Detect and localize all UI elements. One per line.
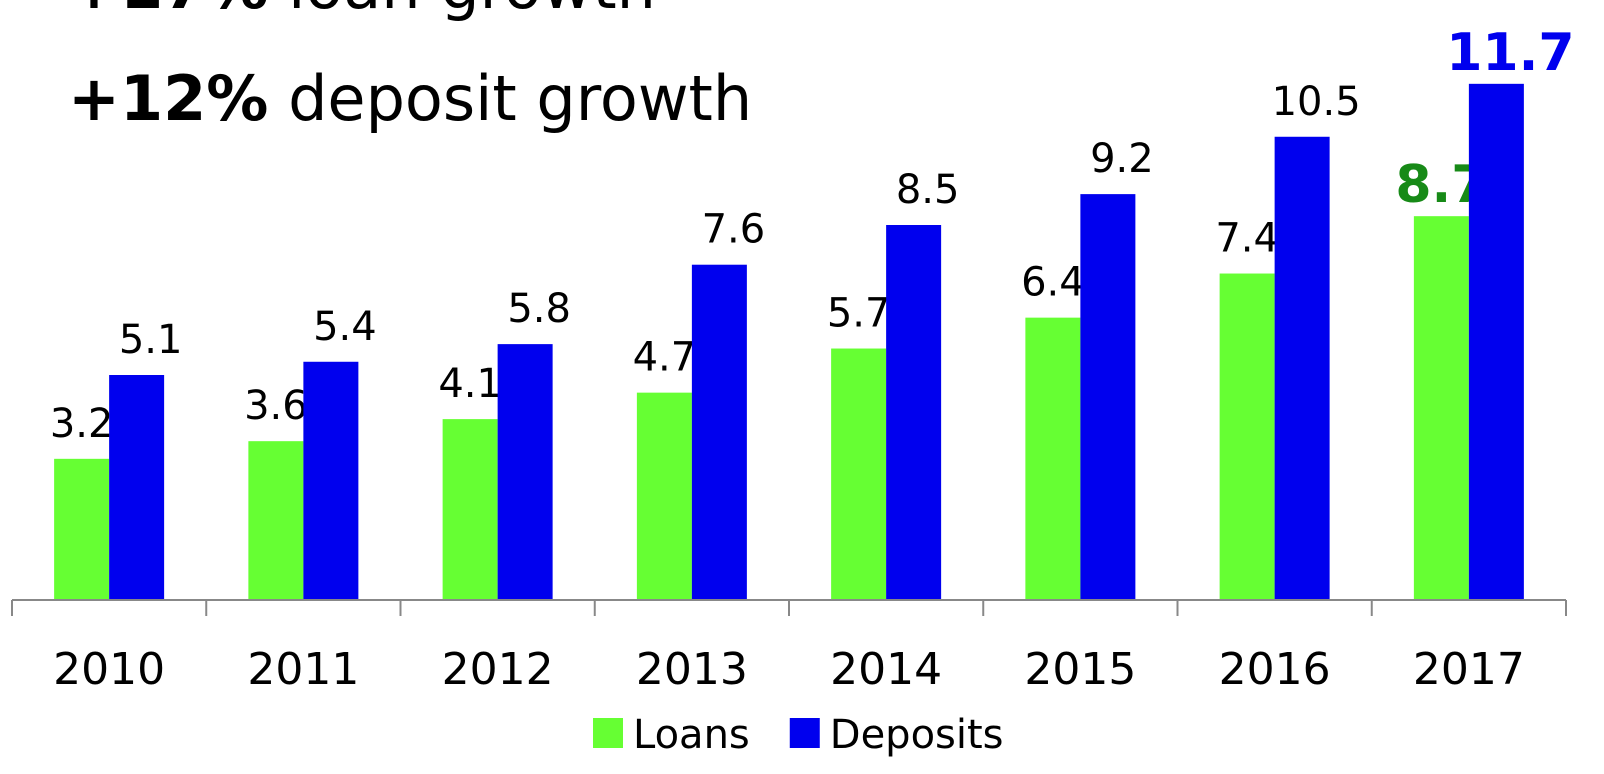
data-label: 5.7 xyxy=(827,291,891,337)
title-line: +12% deposit growth xyxy=(68,62,752,135)
x-tick-label: 2012 xyxy=(442,644,554,695)
bar xyxy=(248,441,304,600)
data-label: 7.4 xyxy=(1215,216,1279,262)
bar xyxy=(1025,317,1081,600)
bar xyxy=(886,225,942,600)
data-label: 5.1 xyxy=(119,317,183,363)
bar xyxy=(1080,194,1136,600)
title-bold: +12% xyxy=(68,62,268,135)
data-label: 3.6 xyxy=(244,383,308,429)
data-label: 3.2 xyxy=(50,401,114,447)
x-tick-label: 2016 xyxy=(1219,644,1331,695)
bar xyxy=(303,361,359,600)
legend-label: Loans xyxy=(633,712,750,758)
x-tick-label: 2010 xyxy=(53,644,165,695)
bar xyxy=(1274,136,1330,600)
title-line: +17% loan growth xyxy=(68,0,656,23)
title-text: deposit growth xyxy=(268,62,752,135)
data-label: 6.4 xyxy=(1021,260,1085,306)
x-tick-label: 2014 xyxy=(830,644,942,695)
bar xyxy=(1468,83,1524,600)
data-label: 4.7 xyxy=(633,335,697,381)
data-label: 5.4 xyxy=(313,304,377,350)
bar xyxy=(497,344,553,600)
bar xyxy=(1219,273,1275,600)
data-label: 11.7 xyxy=(1446,23,1574,83)
bar xyxy=(1413,216,1469,601)
legend-swatch xyxy=(789,718,820,748)
data-label: 10.5 xyxy=(1272,79,1361,125)
x-tick-label: 2011 xyxy=(247,644,359,695)
x-tick-label: 2015 xyxy=(1024,644,1136,695)
data-label: 9.2 xyxy=(1090,136,1154,182)
bar xyxy=(109,375,165,600)
x-tick-label: 2017 xyxy=(1413,644,1525,695)
legend-swatch xyxy=(593,718,623,748)
bar xyxy=(691,264,747,600)
data-label: 5.8 xyxy=(507,286,571,332)
data-label: 7.6 xyxy=(702,207,766,253)
data-label: 4.1 xyxy=(438,361,502,407)
bar xyxy=(636,392,692,600)
title-bold: +17% xyxy=(68,0,268,23)
bar xyxy=(54,458,110,600)
bar xyxy=(831,348,887,600)
bar xyxy=(442,419,498,600)
data-label: 8.5 xyxy=(896,167,960,213)
x-tick-label: 2013 xyxy=(636,644,748,695)
title-text: loan growth xyxy=(268,0,656,23)
legend-label: Deposits xyxy=(830,712,1004,758)
